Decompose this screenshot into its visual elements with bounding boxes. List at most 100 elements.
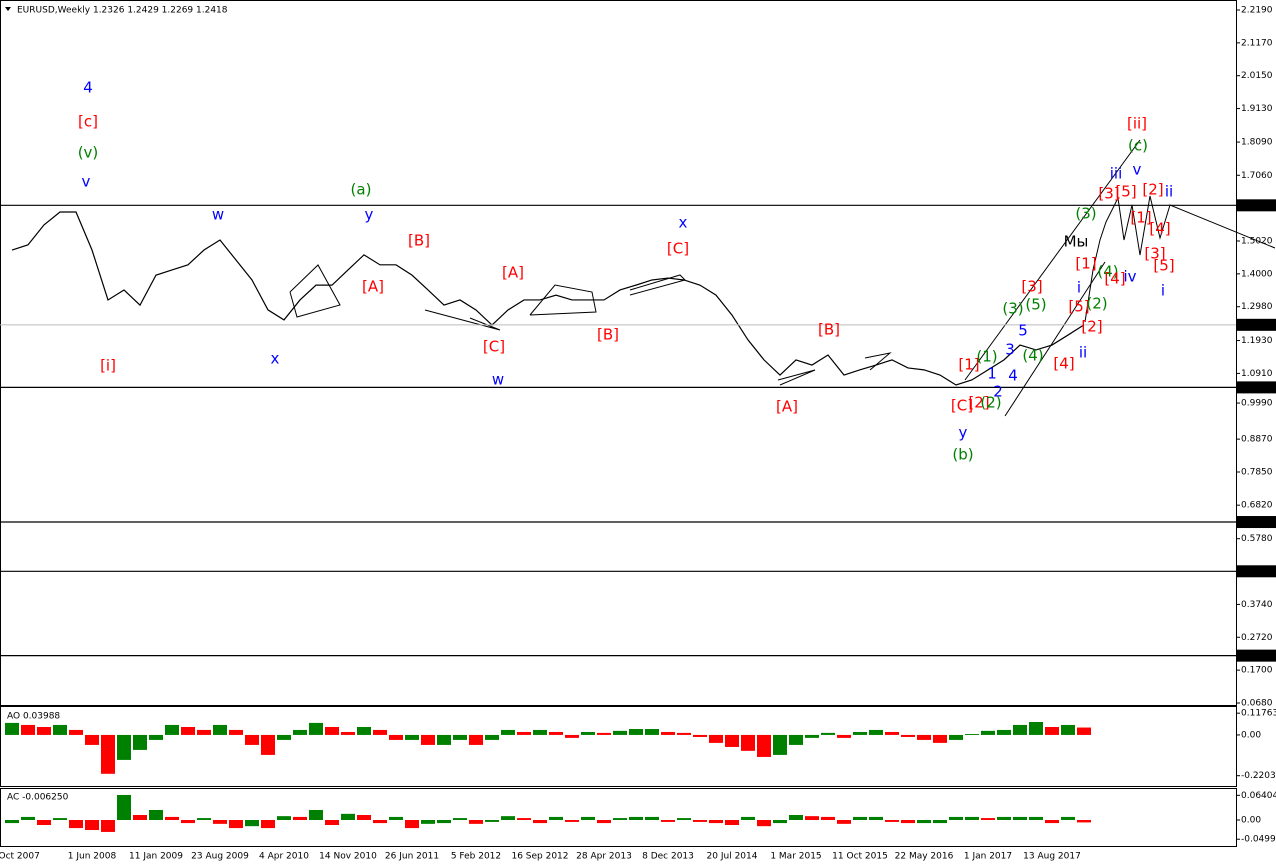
histogram-bar [981,818,995,821]
histogram-bar [549,816,563,821]
x-tick-label: 4 Apr 2010 [259,852,309,862]
histogram-bar [805,816,819,821]
histogram-bar [821,816,835,821]
histogram-bar [613,730,627,735]
histogram-bar [1061,724,1075,735]
histogram-bar [693,734,707,737]
histogram-bar [405,734,419,740]
histogram-bar [837,734,851,738]
histogram-bar [501,729,515,735]
wave-label: (2) [980,394,1001,412]
wave-label: (4) [1022,347,1043,365]
wave-label: (5) [1025,296,1046,314]
histogram-bar [229,729,243,735]
x-tick-label: 16 Sep 2012 [511,852,568,862]
wave-label: [4] [1149,220,1170,238]
histogram-bar [725,734,739,747]
histogram-bar [213,820,227,824]
histogram-bar [1045,726,1059,735]
histogram-bar [453,734,467,740]
wave-label: [2] [1142,181,1163,199]
wave-label: [c] [78,113,98,131]
histogram-bar [405,820,419,829]
histogram-bar [373,820,387,824]
level-label: 0.4768 [1241,567,1273,577]
histogram-bar [1045,820,1059,824]
wave-label: 4 [1008,367,1018,385]
histogram-bar [5,722,19,735]
histogram-bar [917,820,931,824]
histogram-bar [757,734,771,757]
wave-label: [1] [1075,255,1096,273]
histogram-bar [85,734,99,745]
histogram-bar [389,816,403,821]
histogram-bar [885,820,899,822]
wave-label: [1] [1130,209,1151,227]
x-tick-label: 11 Oct 2015 [832,852,888,862]
level-label-box [1237,565,1276,578]
wedge [629,274,686,296]
wave-label: [C] [951,397,973,415]
histogram-bar [757,820,771,827]
chart-title: EURUSD,Weekly 1.2326 1.2429 1.2269 1.241… [17,6,228,16]
wave-label: (3) [1075,205,1096,223]
channel-line [964,139,1141,381]
histogram-bar [85,820,99,831]
level-label: 1.0476 [1241,383,1273,393]
x-tick-label: 23 Aug 2009 [191,852,249,862]
histogram-bar [597,820,611,824]
wave-label: v [1133,161,1142,179]
histogram-bar [21,724,35,735]
histogram-bar [469,734,483,745]
ac-panel [0,788,1237,847]
x-tick-label: 13 Aug 2017 [1023,852,1081,862]
histogram-bar [277,734,291,740]
histogram-bar [597,732,611,735]
histogram-bar [101,734,115,774]
wave-label: x [679,214,688,232]
x-tick-label: 11 Jan 2009 [129,852,183,862]
histogram-bar [277,816,291,821]
histogram-bar [149,734,163,740]
last-price-label: 1.2418 [1241,320,1273,330]
histogram-bar [629,816,643,821]
histogram-bar [69,820,83,829]
wave-label: [ii] [1127,115,1147,133]
histogram-bar [1013,724,1027,735]
histogram-bar [517,818,531,821]
wave-label: [5] [1068,298,1089,316]
wave-label: 3 [1005,341,1015,359]
histogram-bar [213,724,227,735]
wave-label: iv [1123,268,1136,286]
y-tick-label: 0.00 [1241,730,1261,740]
y-tick-label: 1.4000 [1241,269,1273,279]
histogram-bar [517,731,531,735]
histogram-bar [773,820,787,824]
histogram-bar [69,729,83,735]
histogram-bar [981,730,995,735]
histogram-bar [837,820,851,824]
histogram-bar [165,724,179,735]
histogram-bar [149,809,163,821]
y-tick-label: 1.1930 [1241,336,1273,346]
wave-label: [1] [958,356,979,374]
histogram-bar [997,729,1011,735]
histogram-bar [997,816,1011,821]
wave-label: x [271,350,280,368]
histogram-bar [645,816,659,821]
histogram-bar [645,729,659,735]
wave-label: [3] [1144,245,1165,263]
histogram-bar [629,729,643,735]
histogram-bar [1061,816,1075,821]
histogram-bar [133,814,147,821]
histogram-bar [197,729,211,735]
histogram-bar [677,818,691,821]
title-arrow [5,7,11,11]
wave-label: ii [1165,183,1173,201]
histogram-bar [117,734,131,760]
wave-label: i [1077,279,1081,297]
x-tick-label: 5 Feb 2012 [451,852,501,862]
histogram-bar [293,729,307,735]
wave-label: (4) [1097,263,1118,281]
